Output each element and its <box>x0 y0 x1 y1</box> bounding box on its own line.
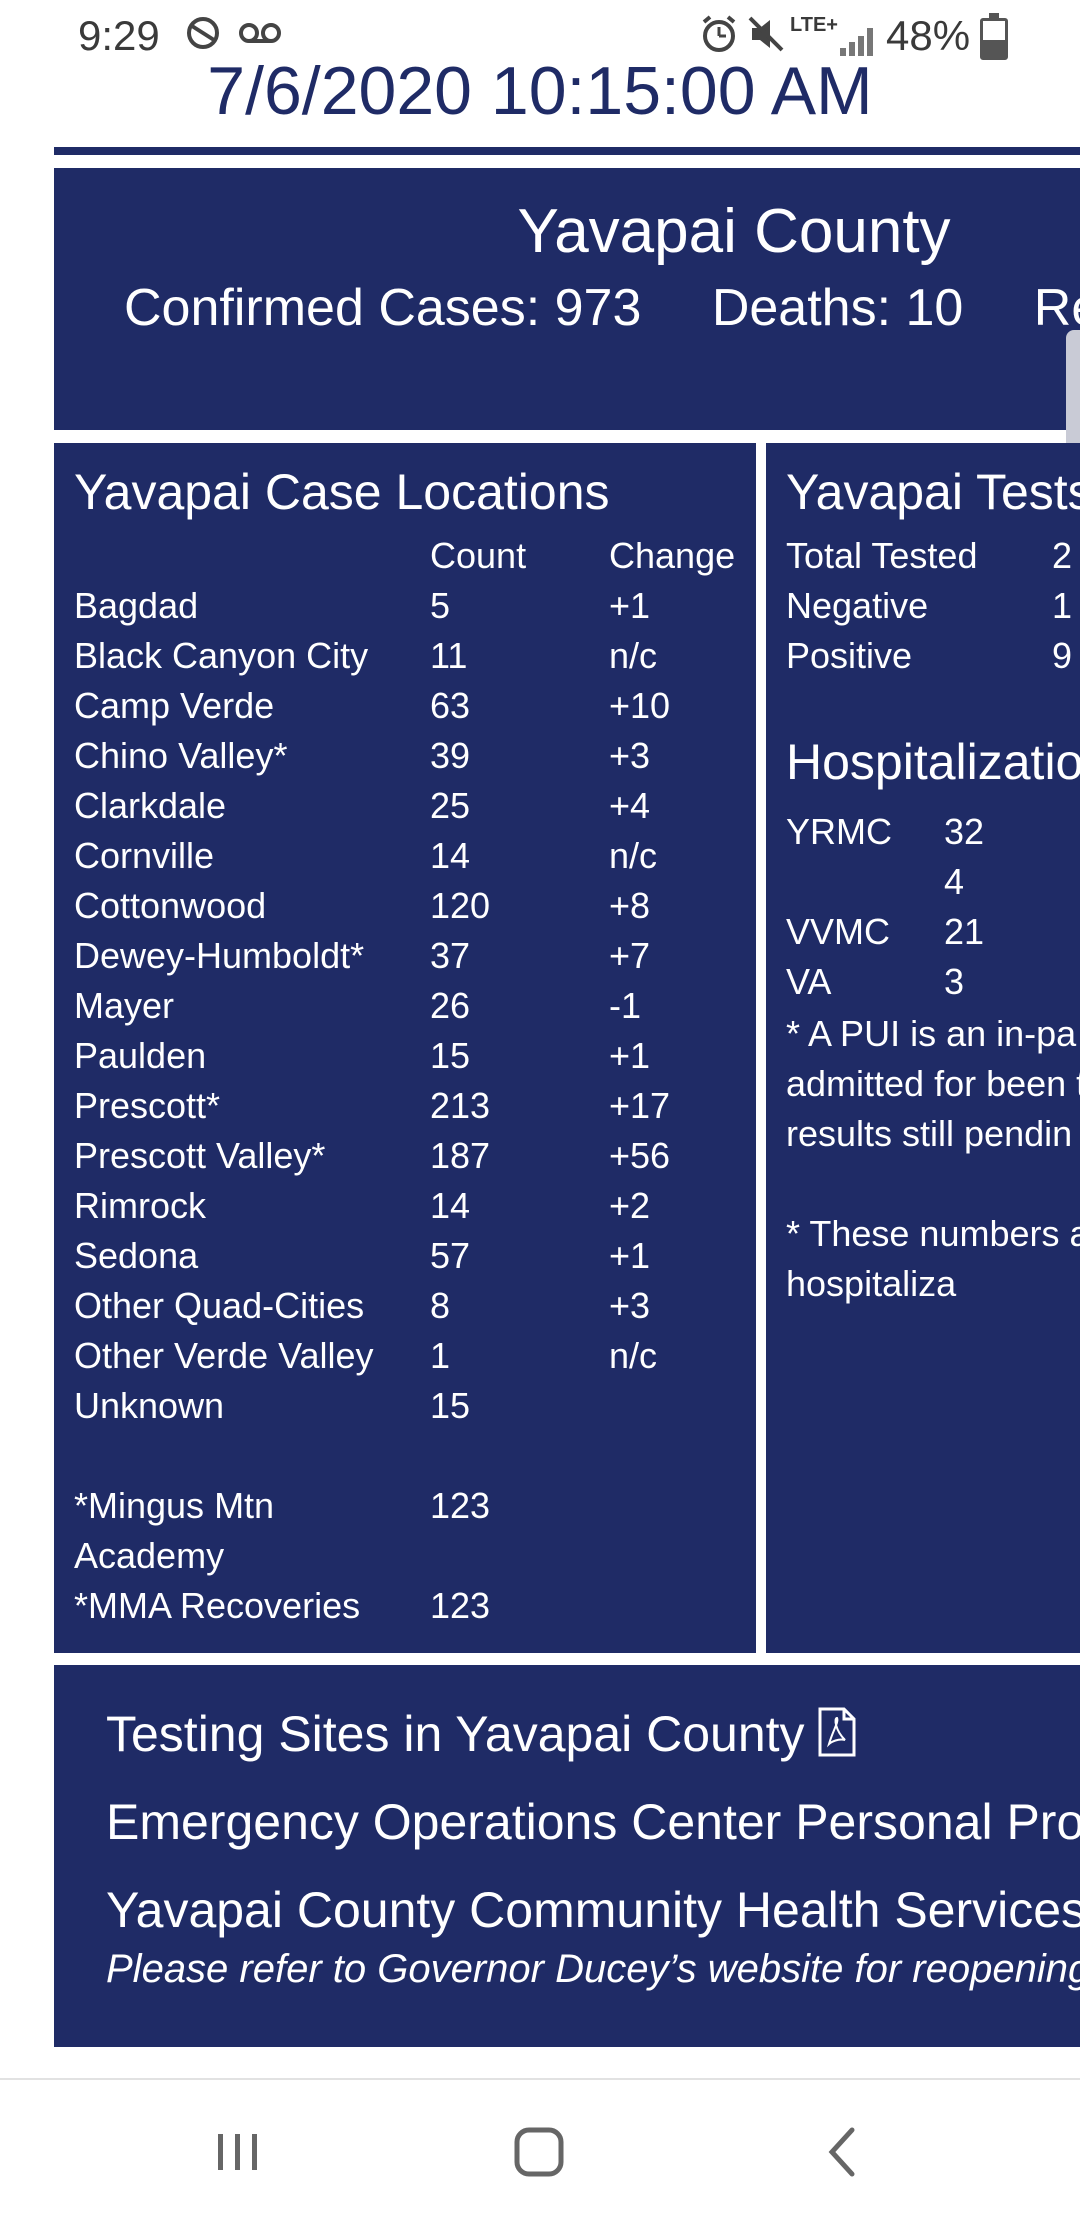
tests-panel: Yavapai Tests Total Tested 2 Negative 1 Po… <box>766 443 1080 1653</box>
hospitalizations-title: Hospitalizatio <box>786 734 1080 790</box>
table-row: YRMC 32 <box>786 811 985 852</box>
battery-percent: 48% <box>886 12 971 59</box>
table-row: VA 3 <box>786 961 965 1002</box>
tests-title: Yavapai Tests <box>786 464 1080 520</box>
network-type: LTE+ <box>790 14 838 36</box>
health-services-link[interactable]: Yavapai County Community Health Services… <box>106 1882 1080 1938</box>
deaths-count: Deaths: 10 <box>711 279 964 337</box>
table-row: Total Tested 2 <box>786 535 1073 576</box>
pdf-icon <box>817 1706 857 1770</box>
reopening-note[interactable]: Please refer to Governor Ducey’s website… <box>106 1947 1080 1991</box>
case-locations-title: Yavapai Case Locations <box>74 464 610 520</box>
voicemail-icon <box>238 14 282 61</box>
table-row: Positive 9 <box>786 635 1073 676</box>
home-button[interactable] <box>500 2122 580 2182</box>
table-row: Negative 1 <box>786 585 1073 626</box>
column-header-change: Change <box>609 535 736 576</box>
resource-links-panel: Testing Sites in Yavapai County Emergenc… <box>54 1665 1080 2047</box>
recent-apps-icon <box>218 2134 257 2170</box>
pui-footnote: * A PUI is an in-pa been admitted for be… <box>786 1013 1080 1154</box>
confirmed-cases: Confirmed Cases: 973 <box>124 279 642 337</box>
column-header-count: Count <box>430 535 527 576</box>
testing-sites-link[interactable]: Testing Sites in Yavapai County <box>106 1705 857 1770</box>
back-button[interactable] <box>804 2122 884 2182</box>
county-summary-panel: Yavapai County Confirmed Cases: 973 Deat… <box>54 168 1080 430</box>
back-icon <box>828 2127 855 2177</box>
battery-icon <box>980 13 1008 60</box>
table-row: VVMC 21 <box>786 911 985 952</box>
home-icon <box>514 2127 564 2177</box>
divider <box>54 147 1080 155</box>
summary-counts: Confirmed Cases: 973 Deaths: 10 Reco <box>124 278 1080 338</box>
alarm-icon <box>700 14 738 63</box>
county-title: Yavapai County <box>517 197 951 266</box>
recovered-count: Reco <box>1033 279 1080 337</box>
recent-apps-button[interactable] <box>198 2122 278 2182</box>
mute-icon <box>746 14 786 63</box>
signal-icon <box>840 22 878 56</box>
eoc-ppe-link[interactable]: Emergency Operations Center Personal Pro… <box>106 1794 1080 1850</box>
status-time: 9:29 <box>78 12 160 59</box>
numbers-footnote: * These numbers a related hospitaliza <box>786 1213 1080 1304</box>
last-updated-datetime: 7/6/2020 10:15:00 AM <box>207 56 873 126</box>
case-locations-panel: Yavapai Case Locations Count Change Bagd… <box>54 443 756 1653</box>
sync-icon <box>184 14 222 61</box>
navigation-bar <box>0 2078 1080 2222</box>
status-bar: 9:29 LTE+ 48% <box>0 0 1080 72</box>
